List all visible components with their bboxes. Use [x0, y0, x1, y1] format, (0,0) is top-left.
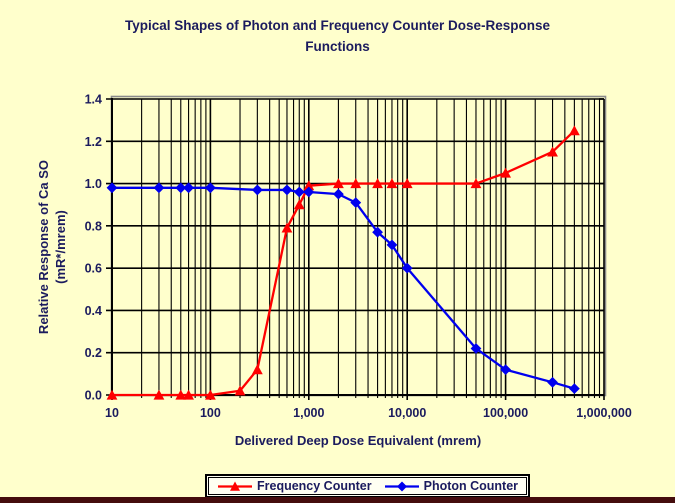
legend-label-photon-counter: Photon Counter	[423, 479, 519, 493]
x-tick-label: 10,000	[388, 406, 426, 420]
window-edge-bar	[0, 497, 675, 503]
data-point-marker	[153, 389, 165, 400]
legend-item-frequency-counter: Frequency Counter	[217, 479, 372, 493]
data-point-marker	[303, 180, 315, 191]
chart-title: Typical Shapes of Photon and Frequency C…	[0, 15, 675, 57]
y-tick-label: 0.4	[85, 304, 102, 318]
data-point-marker	[234, 385, 246, 396]
x-tick-label: 1,000	[293, 406, 324, 420]
data-point-marker	[547, 146, 558, 157]
x-axis-label: Delivered Deep Dose Equivalent (mrem)	[234, 433, 482, 448]
y-tick-label: 0.0	[85, 389, 102, 403]
y-tick-label: 1.4	[85, 93, 102, 107]
data-point-marker	[251, 184, 263, 196]
data-point-marker	[401, 178, 413, 189]
legend: Frequency Counter Photon Counter	[205, 474, 531, 498]
data-point-marker	[183, 182, 194, 194]
data-point-marker	[470, 178, 482, 189]
x-tick-label: 10	[105, 406, 119, 420]
data-point-marker	[568, 125, 580, 136]
frequency-counter-series	[106, 125, 580, 400]
data-point-marker	[333, 178, 344, 189]
y-tick-label: 0.2	[85, 346, 102, 360]
data-point-marker	[500, 364, 511, 376]
chart-title-line2: Functions	[305, 39, 370, 54]
y-tick-label: 1.0	[85, 177, 102, 191]
data-point-marker	[372, 226, 383, 238]
x-tick-label: 1,000,000	[576, 406, 632, 420]
data-point-marker	[500, 167, 511, 178]
data-point-marker	[547, 376, 558, 388]
chart-title-line1: Typical Shapes of Photon and Frequency C…	[124, 18, 551, 33]
data-point-marker	[205, 389, 216, 400]
data-point-marker	[183, 389, 194, 400]
data-point-marker	[401, 262, 413, 274]
data-point-marker	[568, 383, 580, 395]
photon-counter-marker-icon	[384, 481, 419, 491]
frequency-counter-marker-icon	[218, 481, 252, 491]
y-tick-label: 1.2	[85, 135, 102, 149]
data-point-marker	[251, 364, 263, 375]
data-point-marker	[153, 182, 165, 194]
data-point-marker	[106, 182, 118, 194]
data-point-marker	[106, 389, 118, 400]
data-point-marker	[175, 389, 187, 400]
data-point-marker	[175, 182, 187, 194]
tick-labels: 0.0 0.2 0.4 0.6 0.8 1.0 1.2 1.4 10 100 1,000 10,000…	[85, 93, 632, 421]
x-tick-label: 100,000	[483, 406, 528, 420]
data-point-marker	[293, 199, 305, 210]
legend-inner-frame: Frequency Counter Photon Counter	[208, 477, 528, 495]
legend-sample-marker	[396, 481, 407, 491]
data-point-marker	[293, 186, 305, 198]
data-point-marker	[205, 182, 216, 194]
data-point-marker	[281, 222, 293, 233]
data-point-marker	[350, 178, 362, 189]
photon-counter-series	[106, 182, 580, 395]
y-tick-label: 0.6	[85, 262, 102, 276]
legend-label-frequency-counter: Frequency Counter	[257, 479, 372, 493]
plot-area: 0.0 0.2 0.4 0.6 0.8 1.0 1.2 1.4 10 100 1,000 10,000…	[85, 93, 632, 421]
data-point-marker	[333, 188, 344, 200]
y-tick-label: 0.8	[85, 219, 102, 233]
legend-sample-marker	[230, 481, 240, 491]
data-point-marker	[470, 343, 482, 354]
data-point-marker	[303, 186, 315, 198]
legend-item-photon-counter: Photon Counter	[384, 479, 518, 493]
data-point-marker	[386, 178, 398, 189]
data-point-marker	[386, 239, 398, 251]
data-point-marker	[281, 184, 293, 196]
x-tick-label: 100	[200, 406, 221, 420]
data-point-marker	[372, 178, 383, 189]
data-point-marker	[350, 197, 362, 208]
